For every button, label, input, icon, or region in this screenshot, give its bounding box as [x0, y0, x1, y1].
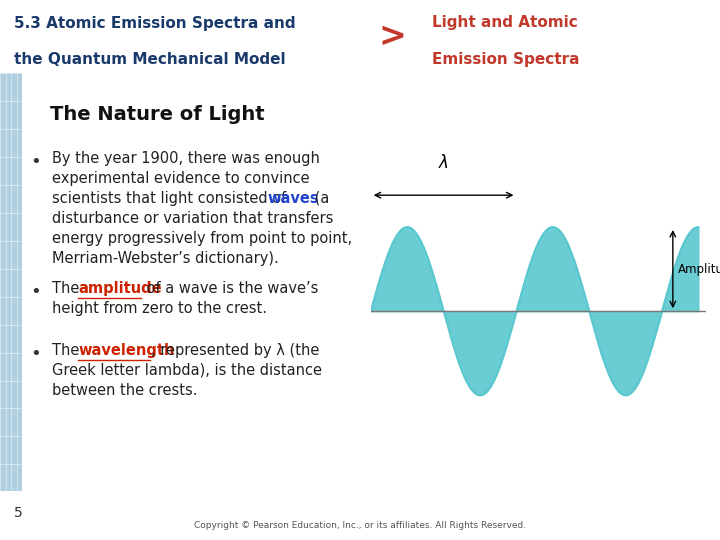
Text: between the crests.: between the crests.	[52, 382, 197, 397]
Text: scientists that light consisted of: scientists that light consisted of	[52, 191, 291, 206]
Text: Amplitude: Amplitude	[678, 262, 720, 275]
Text: Merriam-Webster’s dictionary).: Merriam-Webster’s dictionary).	[52, 251, 279, 266]
Text: 5: 5	[14, 507, 23, 520]
Text: PEARSON: PEARSON	[638, 510, 698, 520]
Text: By the year 1900, there was enough: By the year 1900, there was enough	[52, 151, 320, 166]
Text: >: >	[379, 20, 406, 53]
Text: wavelength: wavelength	[78, 342, 174, 357]
Text: , represented by λ (the: , represented by λ (the	[151, 342, 320, 357]
Text: height from zero to the crest.: height from zero to the crest.	[52, 301, 267, 315]
Text: The Nature of Light: The Nature of Light	[50, 105, 265, 124]
Text: •: •	[30, 345, 41, 362]
Text: the Quantum Mechanical Model: the Quantum Mechanical Model	[14, 52, 286, 68]
Text: of a wave is the wave’s: of a wave is the wave’s	[142, 281, 318, 296]
Text: amplitude: amplitude	[78, 281, 161, 296]
Text: Copyright © Pearson Education, Inc., or its affiliates. All Rights Reserved.: Copyright © Pearson Education, Inc., or …	[194, 521, 526, 530]
Text: 5.3 Atomic Emission Spectra and: 5.3 Atomic Emission Spectra and	[14, 16, 296, 31]
Text: waves: waves	[267, 191, 319, 206]
Text: energy progressively from point to point,: energy progressively from point to point…	[52, 231, 352, 246]
Text: disturbance or variation that transfers: disturbance or variation that transfers	[52, 211, 333, 226]
Bar	[0, 73, 22, 491]
Text: Light and Atomic: Light and Atomic	[432, 15, 577, 30]
Text: The: The	[52, 281, 84, 296]
Text: Greek letter lambda), is the distance: Greek letter lambda), is the distance	[52, 362, 322, 377]
Text: experimental evidence to convince: experimental evidence to convince	[52, 171, 310, 186]
Text: The: The	[52, 342, 84, 357]
Text: $\lambda$: $\lambda$	[438, 154, 449, 172]
Text: (a: (a	[310, 191, 329, 206]
Text: •: •	[30, 282, 41, 301]
Text: Emission Spectra: Emission Spectra	[432, 52, 580, 68]
Text: •: •	[30, 153, 41, 171]
